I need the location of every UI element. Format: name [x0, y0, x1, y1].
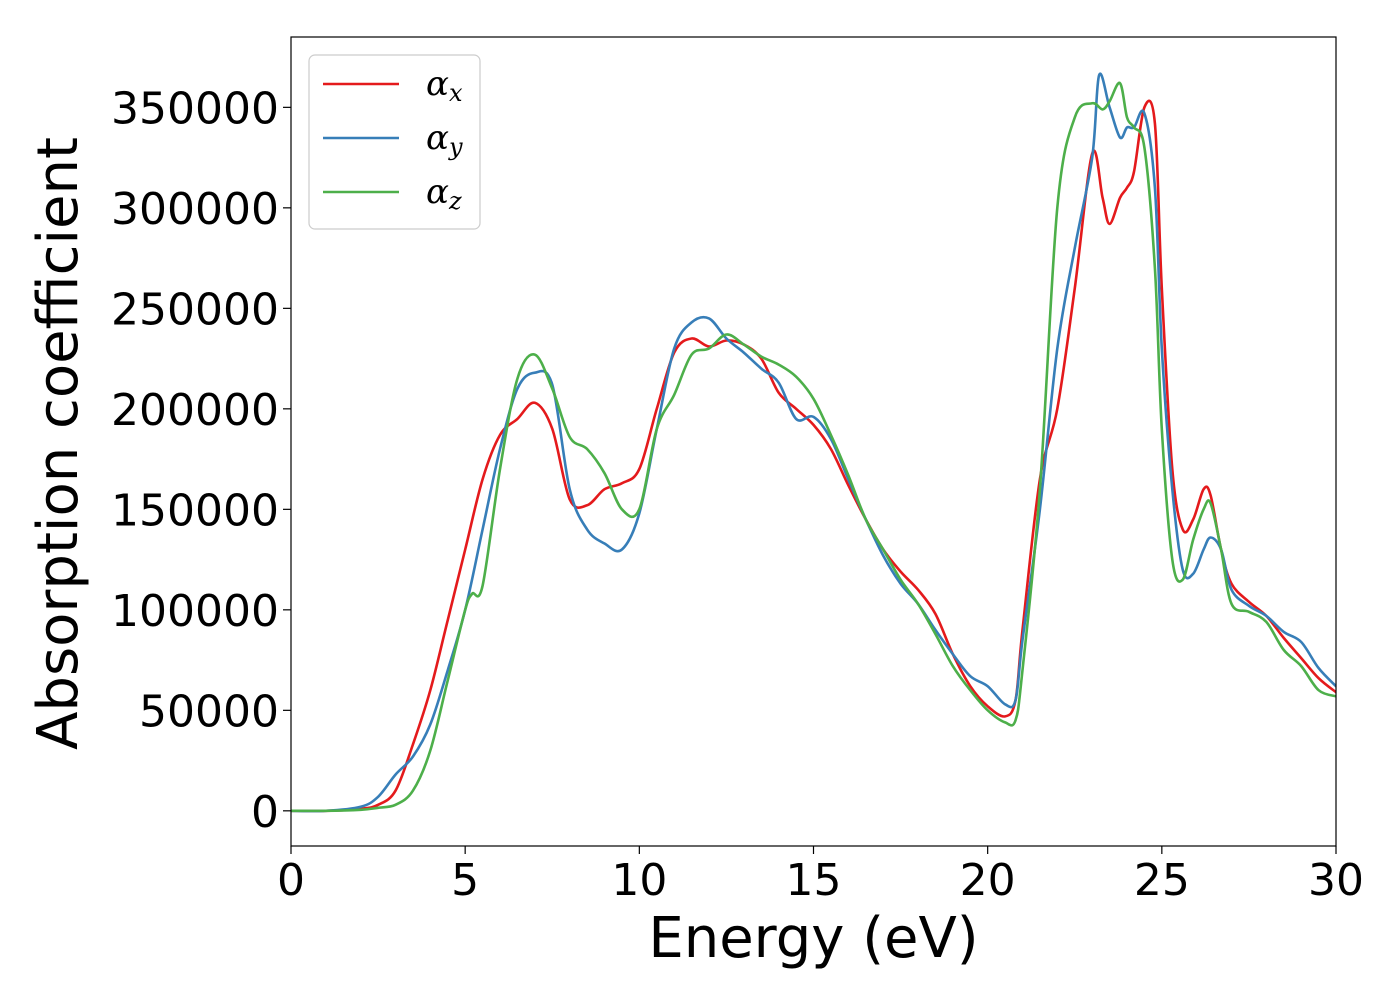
- x-tick-label: 15: [786, 855, 842, 906]
- y-tick-label: 200000: [111, 385, 279, 436]
- series-line-x: [291, 99, 1336, 813]
- legend-label-y: αy: [426, 118, 463, 161]
- legend-label-z: αz: [426, 172, 462, 215]
- x-tick-label: 25: [1134, 855, 1190, 906]
- y-tick-label: 50000: [139, 686, 279, 737]
- x-tick-label: 30: [1308, 855, 1364, 906]
- y-tick-label: 100000: [111, 586, 279, 637]
- legend-box: [308, 54, 481, 230]
- x-tick-label: 20: [960, 855, 1016, 906]
- y-tick-label: 150000: [111, 485, 279, 536]
- y-tick-label: 250000: [111, 284, 279, 335]
- legend-label-x: αx: [426, 64, 463, 107]
- y-axis-title: Absorption coefficient: [26, 137, 91, 750]
- x-axis-title: Energy (eV): [648, 906, 978, 971]
- x-tick-label: 0: [277, 855, 305, 906]
- x-tick-label: 10: [611, 855, 667, 906]
- y-tick-label: 350000: [111, 83, 279, 134]
- x-axis: 0 5 10 15 20 25 30: [277, 846, 1364, 906]
- y-tick-label: 300000: [111, 184, 279, 235]
- y-axis: 0 50000 100000 150000 200000 250000 300000 3500…: [111, 83, 291, 838]
- y-tick-label: 0: [251, 787, 279, 838]
- series-line-z: [291, 81, 1336, 813]
- x-tick-label: 5: [451, 855, 479, 906]
- legend: αx αy αz: [308, 54, 481, 230]
- plot-lines: [291, 72, 1336, 813]
